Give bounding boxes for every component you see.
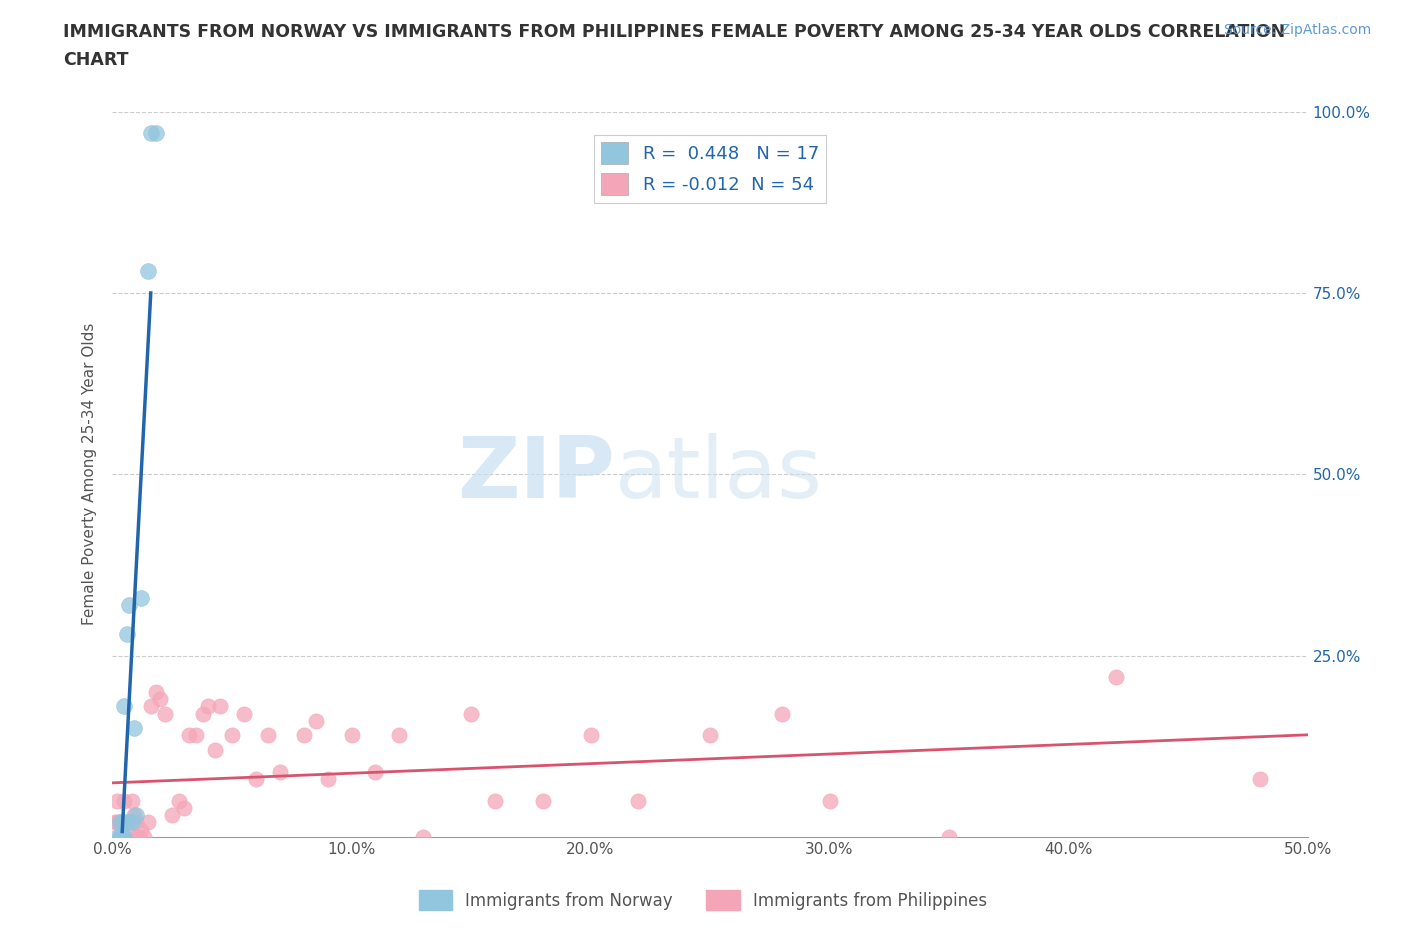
Point <box>114 830 135 844</box>
Point <box>340 728 363 743</box>
Point <box>305 713 328 728</box>
Point <box>316 772 339 787</box>
Point <box>121 815 143 830</box>
Point <box>108 815 131 830</box>
Point <box>139 126 162 140</box>
Point <box>412 830 434 844</box>
Text: ZIP: ZIP <box>457 432 614 516</box>
Point <box>531 793 554 808</box>
Point <box>193 706 215 721</box>
Point <box>169 793 191 808</box>
Point <box>770 706 793 721</box>
Point <box>129 591 152 605</box>
Point <box>114 793 135 808</box>
Point <box>114 815 135 830</box>
Point <box>204 742 226 757</box>
Point <box>108 815 131 830</box>
Point <box>460 706 482 721</box>
Point <box>186 728 208 743</box>
Point <box>138 264 160 279</box>
Point <box>108 830 131 844</box>
Point <box>292 728 315 743</box>
Point <box>484 793 506 808</box>
Point <box>1105 670 1128 684</box>
Point <box>269 764 291 779</box>
Point <box>111 815 134 830</box>
Legend: R =  0.448   N = 17, R = -0.012  N = 54: R = 0.448 N = 17, R = -0.012 N = 54 <box>593 135 827 203</box>
Point <box>209 699 232 714</box>
Point <box>579 728 602 743</box>
Point <box>115 822 138 837</box>
Point <box>162 808 183 823</box>
Point <box>145 684 167 699</box>
Point <box>118 815 141 830</box>
Point <box>197 699 219 714</box>
Point <box>125 830 148 844</box>
Point <box>699 728 721 743</box>
Point <box>818 793 841 808</box>
Point <box>115 815 138 830</box>
Point <box>145 126 167 140</box>
Point <box>245 772 267 787</box>
Point <box>177 728 200 743</box>
Point <box>257 728 280 743</box>
Point <box>938 830 960 844</box>
Point <box>111 822 134 837</box>
Point <box>388 728 411 743</box>
Point <box>1249 772 1271 787</box>
Point <box>105 793 128 808</box>
Point <box>132 830 155 844</box>
Text: IMMIGRANTS FROM NORWAY VS IMMIGRANTS FROM PHILIPPINES FEMALE POVERTY AMONG 25-34: IMMIGRANTS FROM NORWAY VS IMMIGRANTS FRO… <box>63 23 1285 41</box>
Point <box>122 808 145 823</box>
Text: atlas: atlas <box>614 432 823 516</box>
Point <box>111 830 134 844</box>
Point <box>125 815 148 830</box>
Y-axis label: Female Poverty Among 25-34 Year Olds: Female Poverty Among 25-34 Year Olds <box>82 323 97 626</box>
Point <box>128 830 150 844</box>
Point <box>122 721 145 736</box>
Point <box>114 699 135 714</box>
Point <box>125 808 148 823</box>
Legend: Immigrants from Norway, Immigrants from Philippines: Immigrants from Norway, Immigrants from … <box>412 884 994 917</box>
Point <box>149 692 172 707</box>
Point <box>627 793 650 808</box>
Point <box>115 627 138 642</box>
Point <box>118 597 141 612</box>
Point <box>104 815 127 830</box>
Point <box>138 815 160 830</box>
Text: CHART: CHART <box>63 51 129 69</box>
Point <box>153 706 176 721</box>
Point <box>105 815 128 830</box>
Point <box>364 764 387 779</box>
Point <box>129 822 152 837</box>
Point <box>108 830 131 844</box>
Text: Source: ZipAtlas.com: Source: ZipAtlas.com <box>1223 23 1371 37</box>
Point <box>105 830 128 844</box>
Point <box>121 793 143 808</box>
Point <box>221 728 243 743</box>
Point <box>139 699 162 714</box>
Point <box>233 706 256 721</box>
Point <box>173 801 195 816</box>
